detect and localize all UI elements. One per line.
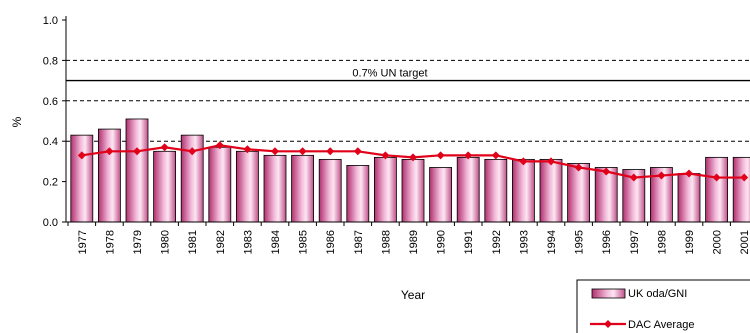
x-tick-label: 1980 bbox=[160, 230, 172, 254]
dac-point bbox=[215, 141, 224, 150]
x-tick-label: 1996 bbox=[601, 230, 613, 254]
x-tick-label: 1988 bbox=[380, 230, 392, 254]
bar bbox=[153, 150, 177, 223]
x-tick-label: 1989 bbox=[408, 230, 420, 254]
bar bbox=[125, 118, 149, 223]
bar bbox=[484, 158, 508, 223]
x-tick-label: 1987 bbox=[353, 230, 365, 254]
x-tick-label: 2001 bbox=[739, 230, 750, 254]
x-tick-label: 1984 bbox=[270, 230, 282, 254]
x-tick-label: 1997 bbox=[629, 230, 641, 254]
bar bbox=[539, 158, 563, 223]
bar bbox=[318, 158, 342, 223]
y-tick-label: 0.8 bbox=[43, 55, 58, 67]
x-tick-label: 1992 bbox=[491, 230, 503, 254]
x-axis-title: Year bbox=[401, 288, 425, 302]
bar bbox=[98, 128, 121, 223]
x-tick-label: 1986 bbox=[325, 230, 337, 254]
dac-point bbox=[298, 147, 307, 156]
bar bbox=[263, 154, 287, 223]
x-tick-label: 1982 bbox=[215, 230, 227, 254]
x-tick-label: 2000 bbox=[712, 230, 724, 254]
bar bbox=[456, 156, 480, 223]
bar bbox=[594, 167, 618, 223]
bar bbox=[732, 156, 750, 223]
bar bbox=[677, 173, 701, 223]
x-tick-label: 1981 bbox=[187, 230, 199, 254]
x-tick-label: 1985 bbox=[298, 230, 310, 254]
legend: UK oda/GNI DAC Average bbox=[576, 279, 750, 333]
dac-point bbox=[133, 147, 141, 156]
dac-point bbox=[574, 163, 583, 172]
x-tick-label: 1999 bbox=[684, 230, 696, 254]
dac-point bbox=[685, 169, 693, 178]
bar bbox=[705, 156, 728, 223]
un-target: 0.7% UN target bbox=[66, 68, 750, 82]
legend-label-dac: DAC Average bbox=[628, 319, 694, 331]
bar bbox=[346, 165, 370, 223]
x-tick-label: 1978 bbox=[104, 230, 116, 254]
x-tick-label: 1977 bbox=[77, 230, 89, 254]
x-tick-label: 1993 bbox=[518, 230, 530, 254]
legend-swatch-uk bbox=[591, 288, 626, 299]
dac-point bbox=[77, 151, 86, 160]
dac-point bbox=[547, 157, 555, 166]
y-tick-label: 0.4 bbox=[43, 136, 58, 148]
y-tick-label: 1.0 bbox=[43, 15, 58, 27]
gridlines bbox=[66, 59, 750, 142]
legend-marker-dac bbox=[604, 320, 612, 328]
dac-point bbox=[657, 171, 666, 180]
dac-point bbox=[353, 147, 362, 156]
dac-point bbox=[712, 173, 721, 182]
bar bbox=[70, 134, 94, 223]
axes: 0.0 0.2 0.4 0.6 0.8 1.0 1977 1978 1979 1980 1981 19… bbox=[10, 15, 750, 302]
bar bbox=[208, 146, 232, 223]
dac-point bbox=[436, 151, 445, 160]
dac-point bbox=[271, 147, 279, 156]
dac-point bbox=[160, 143, 169, 152]
x-tick-label: 1995 bbox=[574, 230, 586, 254]
bar-series-uk bbox=[70, 118, 750, 223]
x-tick-label: 1979 bbox=[132, 230, 144, 254]
y-tick-label: 0.0 bbox=[43, 217, 58, 229]
y-tick-label: 0.2 bbox=[43, 177, 58, 189]
x-tick-label: 1991 bbox=[463, 230, 475, 254]
dac-point bbox=[629, 173, 638, 182]
dac-point bbox=[740, 173, 749, 182]
y-axis-title: % bbox=[10, 116, 24, 127]
bar bbox=[401, 158, 425, 223]
bar bbox=[235, 150, 259, 223]
bar bbox=[291, 154, 315, 223]
bar bbox=[429, 167, 453, 223]
bar bbox=[567, 163, 590, 223]
bar bbox=[512, 158, 535, 223]
dac-point bbox=[602, 167, 611, 176]
dac-point bbox=[409, 153, 417, 162]
dac-point bbox=[243, 145, 252, 154]
dac-point bbox=[188, 147, 197, 156]
dac-point bbox=[491, 151, 500, 160]
x-tick-label: 1994 bbox=[546, 230, 558, 254]
y-tick-label: 0.6 bbox=[43, 96, 58, 108]
un-target-label: 0.7% UN target bbox=[352, 68, 427, 80]
dac-point bbox=[519, 157, 528, 166]
line-series-dac bbox=[77, 141, 749, 182]
dac-point bbox=[326, 147, 335, 156]
x-tick-label: 1983 bbox=[242, 230, 254, 254]
x-tick-label: 1998 bbox=[656, 230, 668, 254]
x-tick-label: 1990 bbox=[436, 230, 448, 254]
bar bbox=[373, 156, 397, 223]
legend-label-uk: UK oda/GNI bbox=[628, 288, 687, 300]
dac-point bbox=[381, 151, 390, 160]
dac-point bbox=[105, 147, 114, 156]
dac-point bbox=[464, 151, 473, 160]
